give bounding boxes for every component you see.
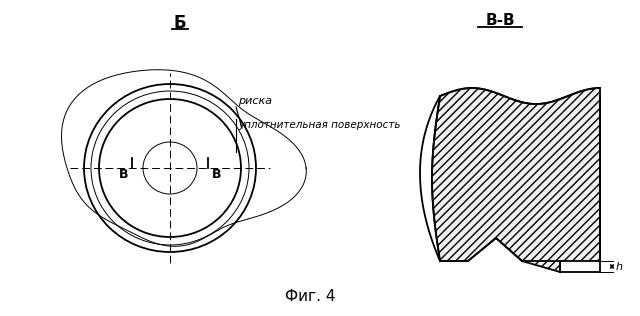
Text: В: В	[212, 167, 221, 180]
Text: В-В: В-В	[485, 13, 515, 28]
Polygon shape	[432, 88, 600, 272]
Text: Фиг. 4: Фиг. 4	[285, 289, 335, 304]
Text: риска: риска	[238, 96, 272, 106]
Text: уплотнительная поверхность: уплотнительная поверхность	[238, 120, 401, 130]
Text: h: h	[616, 262, 623, 271]
Text: Б: Б	[173, 14, 186, 32]
Text: В: В	[118, 167, 128, 180]
